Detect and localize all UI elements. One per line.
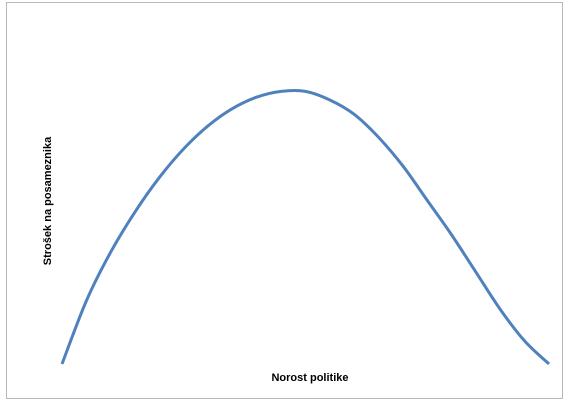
chart-area: Norost politike Strošek na posameznika (6, 2, 563, 399)
x-axis-title: Norost politike (271, 372, 348, 384)
plot-area (60, 88, 551, 366)
series-line-0 (60, 88, 551, 366)
chart-svg: Norost politike Strošek na posameznika (42, 88, 551, 384)
y-axis-title: Strošek na posameznika (42, 136, 54, 265)
